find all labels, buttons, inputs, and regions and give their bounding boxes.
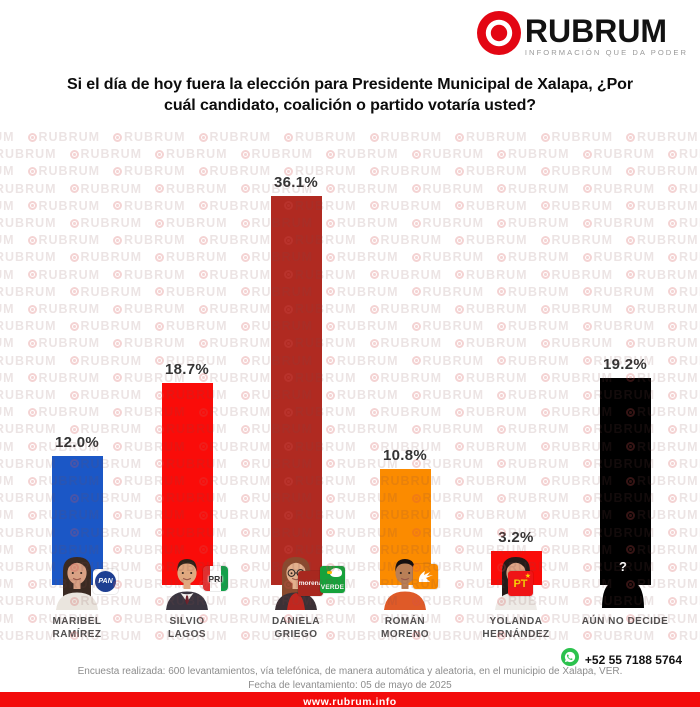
website-url[interactable]: www.rubrum.info	[303, 696, 397, 707]
party-logos: PAN	[93, 569, 118, 594]
toucan-icon	[327, 568, 342, 577]
party-logos: morena VERDE	[298, 566, 345, 596]
candidate-name: YOLANDA HERNÁNDEZ	[482, 616, 550, 640]
party-logo-pri: PRI	[203, 566, 228, 591]
candidate-column-2: 18.7% PRI SILVIO LAGOS	[135, 125, 239, 641]
candidate-name: DANIELA GRIEGO	[272, 616, 320, 640]
website-bar: www.rubrum.info	[0, 692, 700, 707]
party-logo-mc	[413, 564, 438, 589]
candidate-name: ROMÁN MORENO	[381, 616, 429, 640]
bar-value-label: 12.0%	[54, 434, 100, 451]
candidate-photo	[159, 552, 215, 610]
bar	[599, 378, 651, 585]
candidate-photo	[49, 552, 105, 610]
phone-number: +52 55 7188 5764	[584, 652, 682, 667]
note-line-2: Fecha de levantamiento: 05 de mayo de 20…	[248, 680, 452, 691]
methodology-note: Encuesta realizada: 600 levantamientos, …	[0, 665, 700, 693]
party-logo-verde: VERDE	[320, 566, 345, 593]
verde-label: VERDE	[320, 584, 345, 591]
svg-text:?: ?	[619, 559, 627, 574]
pri-label: PRI	[208, 573, 223, 584]
note-line-1: Encuesta realizada: 600 levantamientos, …	[77, 666, 623, 677]
rubrum-bullseye-icon	[476, 10, 522, 61]
bar-value-label: 10.8%	[382, 447, 428, 464]
bar-value-label: 18.7%	[164, 361, 210, 378]
party-logos	[413, 564, 438, 589]
bar-chart: 12.0% PAN MARIBEL RAMÍREZ 18.7% PRI SILVIO LA…	[0, 125, 700, 641]
candidate-column-4: 10.8% ROMÁN MORENO	[353, 125, 457, 641]
party-logo-pan: PAN	[93, 569, 118, 594]
poll-question-title: Si el día de hoy fuera la elección para …	[26, 74, 674, 116]
candidate-column-5: 3.2% ★ PT YOLANDA HERNÁNDEZ	[464, 125, 568, 641]
bar-value-label: 3.2%	[498, 529, 534, 546]
candidate-name: AÚN NO DECIDE	[581, 616, 669, 627]
candidate-column-6: 19.2%? AÚN NO DECIDE	[573, 125, 677, 641]
pan-label: PAN	[95, 571, 116, 592]
bar-value-label: 19.2%	[602, 356, 648, 373]
eagle-icon	[418, 571, 433, 582]
pt-label: PT	[513, 577, 528, 590]
brand-name: RUBRUM	[524, 12, 668, 49]
whatsapp-contact[interactable]: +52 55 7188 5764	[560, 648, 682, 671]
undecided-silhouette-icon: ?	[597, 552, 653, 610]
candidate-column-3: 36.1% morena VERDE DANIELA GRIEGO	[244, 125, 348, 641]
party-logo-morena: morena	[298, 571, 323, 596]
bar	[161, 383, 213, 585]
title-line-2: cuál candidato, coalición o partido vota…	[164, 97, 536, 114]
whatsapp-icon	[560, 648, 579, 671]
candidate-photo	[377, 552, 433, 610]
brand-text: RUBRUM INFORMACIÓN QUE DA PODER	[525, 15, 688, 57]
bar-value-label: 36.1%	[273, 174, 319, 191]
star-icon: ★	[524, 573, 531, 580]
bar	[270, 196, 322, 585]
brand-header: RUBRUM INFORMACIÓN QUE DA PODER	[476, 10, 688, 61]
party-logo-pt: ★ PT	[508, 571, 533, 596]
party-logos: PRI	[203, 566, 228, 591]
brand-tagline: INFORMACIÓN QUE DA PODER	[524, 47, 688, 57]
candidate-name: SILVIO LAGOS	[167, 616, 207, 640]
candidate-column-1: 12.0% PAN MARIBEL RAMÍREZ	[25, 125, 129, 641]
title-line-1: Si el día de hoy fuera la elección para …	[67, 76, 633, 93]
candidate-name: MARIBEL RAMÍREZ	[52, 616, 102, 640]
party-logos: ★ PT	[508, 571, 533, 596]
